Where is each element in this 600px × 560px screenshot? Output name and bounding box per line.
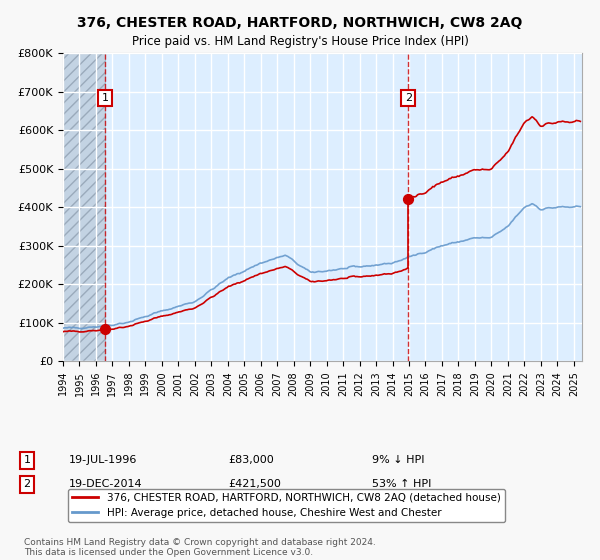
Text: 2: 2 [405,93,412,103]
Text: 19-JUL-1996: 19-JUL-1996 [69,455,137,465]
Point [100,325,110,334]
Text: 376, CHESTER ROAD, HARTFORD, NORTHWICH, CW8 2AQ: 376, CHESTER ROAD, HARTFORD, NORTHWICH, … [77,16,523,30]
Text: Price paid vs. HM Land Registry's House Price Index (HPI): Price paid vs. HM Land Registry's House … [131,35,469,48]
Text: 53% ↑ HPI: 53% ↑ HPI [372,479,431,489]
Text: 19-DEC-2014: 19-DEC-2014 [69,479,143,489]
Text: £421,500: £421,500 [228,479,281,489]
Point [404,194,413,203]
Text: 2: 2 [23,479,31,489]
Text: 1: 1 [101,93,109,103]
Bar [63,53,105,361]
Text: 9% ↓ HPI: 9% ↓ HPI [372,455,425,465]
Text: £83,000: £83,000 [228,455,274,465]
Text: Contains HM Land Registry data © Crown copyright and database right 2024.
This d: Contains HM Land Registry data © Crown c… [24,538,376,557]
Legend: 376, CHESTER ROAD, HARTFORD, NORTHWICH, CW8 2AQ (detached house), HPI: Average p: 376, CHESTER ROAD, HARTFORD, NORTHWICH, … [68,489,505,522]
Bar [63,53,105,361]
Text: 1: 1 [23,455,31,465]
